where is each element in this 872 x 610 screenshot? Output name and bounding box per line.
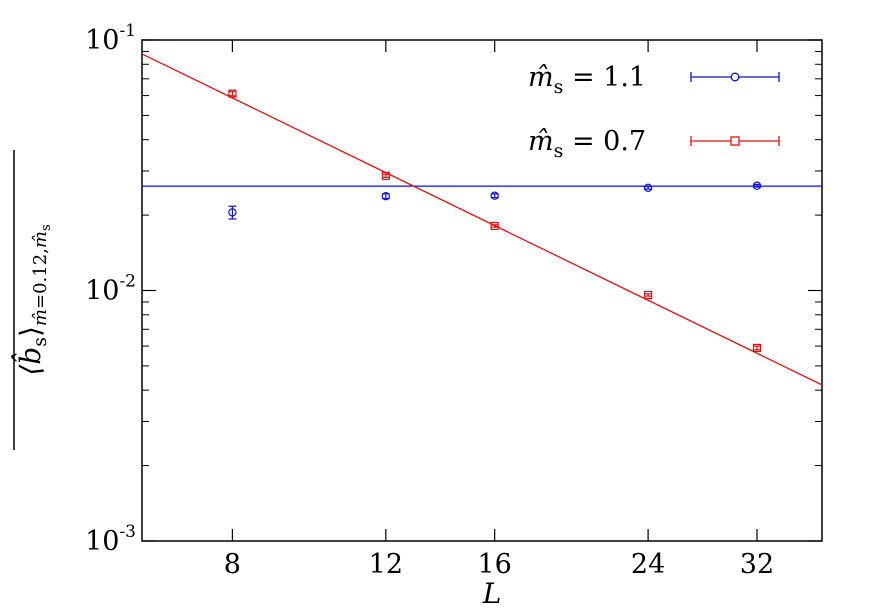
- x-tick-label: 12: [369, 549, 403, 580]
- y-tick-label: 10-3: [85, 522, 136, 557]
- data-point: [752, 181, 762, 190]
- data-point: [644, 290, 653, 300]
- x-axis-label: L: [482, 577, 502, 610]
- legend-label: m̂s = 0.7: [528, 126, 646, 162]
- plot-area: 8 12 16 24 32 10-3 10-2 10-1 m̂s = 1.1 m̂s = 0.7: [85, 21, 823, 580]
- data-point: [381, 191, 391, 201]
- legend-marker: [730, 72, 740, 82]
- data-point: [228, 208, 237, 217]
- data-point: [228, 89, 237, 98]
- data-point: [381, 171, 390, 180]
- y-tick-label: 10-1: [85, 21, 136, 56]
- x-tick-label: 16: [478, 549, 512, 580]
- data-point: [643, 183, 653, 193]
- plot-frame: [141, 39, 823, 542]
- legend-label: m̂s = 1.1: [528, 62, 646, 98]
- legend-marker: [730, 136, 740, 146]
- data-point: [490, 221, 499, 231]
- x-tick-label: 24: [631, 549, 665, 580]
- y-tick-label: 10-2: [85, 272, 136, 307]
- data-point: [490, 191, 499, 200]
- x-tick-label: 32: [740, 549, 774, 580]
- fit-line-series-2: [142, 53, 822, 386]
- svg-text:⟨b̂s⟩m̂=0.12,m̂s: ⟨b̂s⟩m̂=0.12,m̂s: [12, 224, 54, 375]
- data-point: [752, 343, 762, 353]
- x-tick-label: 8: [224, 549, 241, 580]
- y-axis-label: ⟨b̂s⟩m̂=0.12,m̂s: [12, 150, 54, 450]
